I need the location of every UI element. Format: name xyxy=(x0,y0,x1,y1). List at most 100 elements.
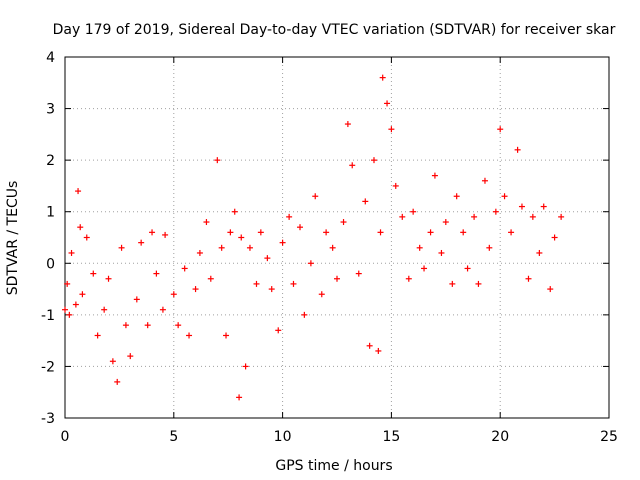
data-point xyxy=(312,193,319,200)
axis-ticks: 0 5 10 15 20 25 -3 -2 -1 0 1 2 3 4 xyxy=(41,50,618,445)
data-point xyxy=(192,286,199,293)
data-point xyxy=(344,121,351,128)
data-point xyxy=(525,275,532,282)
data-point xyxy=(518,203,525,210)
data-point xyxy=(379,74,386,81)
data-point xyxy=(410,208,417,215)
y-tick-label: -1 xyxy=(41,308,55,324)
data-point xyxy=(540,203,547,210)
data-point xyxy=(464,265,471,272)
data-point xyxy=(236,394,243,401)
data-point xyxy=(438,249,445,256)
data-point xyxy=(105,275,112,282)
data-point xyxy=(64,280,71,287)
data-point xyxy=(307,260,314,267)
data-point xyxy=(72,301,79,308)
data-point xyxy=(492,208,499,215)
data-point xyxy=(349,162,356,169)
data-point xyxy=(242,363,249,370)
y-tick-label: 3 xyxy=(46,102,55,118)
data-point xyxy=(486,244,493,251)
data-point xyxy=(318,291,325,298)
data-point xyxy=(290,280,297,287)
data-point xyxy=(175,322,182,329)
data-point xyxy=(101,306,108,313)
data-point xyxy=(551,234,558,241)
data-point xyxy=(238,234,245,241)
data-point xyxy=(405,275,412,282)
data-point xyxy=(416,244,423,251)
data-point xyxy=(392,182,399,189)
data-point xyxy=(75,188,82,195)
data-point xyxy=(162,231,169,238)
data-point xyxy=(109,358,116,365)
data-point xyxy=(536,249,543,256)
data-point xyxy=(196,249,203,256)
data-point xyxy=(79,291,86,298)
x-axis-label: GPS time / hours xyxy=(275,458,392,474)
data-point xyxy=(231,208,238,215)
data-point xyxy=(227,229,234,236)
data-point xyxy=(223,332,230,339)
y-axis-label: SDTVAR / TECUs xyxy=(5,181,21,296)
y-tick-label: -2 xyxy=(41,359,55,375)
chart-title: Day 179 of 2019, Sidereal Day-to-day VTE… xyxy=(53,22,616,38)
data-point xyxy=(181,265,188,272)
data-point xyxy=(421,265,428,272)
data-point xyxy=(377,229,384,236)
data-point xyxy=(442,219,449,226)
data-point xyxy=(153,270,160,277)
data-point xyxy=(529,213,536,220)
x-tick-label: 5 xyxy=(169,429,178,445)
data-point xyxy=(427,229,434,236)
data-point xyxy=(286,213,293,220)
data-point xyxy=(253,280,260,287)
data-point xyxy=(149,229,156,236)
x-tick-label: 20 xyxy=(491,429,509,445)
x-tick-label: 15 xyxy=(382,429,400,445)
data-point xyxy=(279,239,286,246)
y-tick-label: 1 xyxy=(46,205,55,221)
y-tick-label: 4 xyxy=(46,50,55,66)
data-point xyxy=(127,353,134,360)
y-tick-label: 0 xyxy=(46,256,55,272)
data-point xyxy=(83,234,90,241)
data-point xyxy=(355,270,362,277)
data-points xyxy=(62,74,565,401)
data-point xyxy=(370,157,377,164)
data-point xyxy=(431,172,438,179)
data-point xyxy=(301,311,308,318)
x-tick-label: 25 xyxy=(600,429,618,445)
data-point xyxy=(366,342,373,349)
data-point xyxy=(133,296,140,303)
data-point xyxy=(77,224,84,231)
data-point xyxy=(68,249,75,256)
data-point xyxy=(214,157,221,164)
data-point xyxy=(170,291,177,298)
data-point xyxy=(399,213,406,220)
y-tick-label: 2 xyxy=(46,153,55,169)
data-point xyxy=(334,275,340,282)
plot-frame xyxy=(64,56,610,419)
data-point xyxy=(453,193,460,200)
data-point xyxy=(388,126,395,133)
data-point xyxy=(264,255,271,262)
data-point xyxy=(218,244,225,251)
data-point xyxy=(449,280,456,287)
data-point xyxy=(384,100,391,107)
data-point xyxy=(186,332,193,339)
data-point xyxy=(144,322,151,329)
data-point xyxy=(62,306,68,313)
data-point xyxy=(501,193,508,200)
data-point xyxy=(497,126,504,133)
data-point xyxy=(475,280,482,287)
data-point xyxy=(481,177,488,184)
data-point xyxy=(329,244,336,251)
data-point xyxy=(514,146,521,153)
data-point xyxy=(94,332,101,339)
x-tick-label: 10 xyxy=(274,429,292,445)
data-point xyxy=(297,224,304,231)
data-point xyxy=(508,229,515,236)
data-point xyxy=(375,347,382,354)
data-point xyxy=(547,286,554,293)
